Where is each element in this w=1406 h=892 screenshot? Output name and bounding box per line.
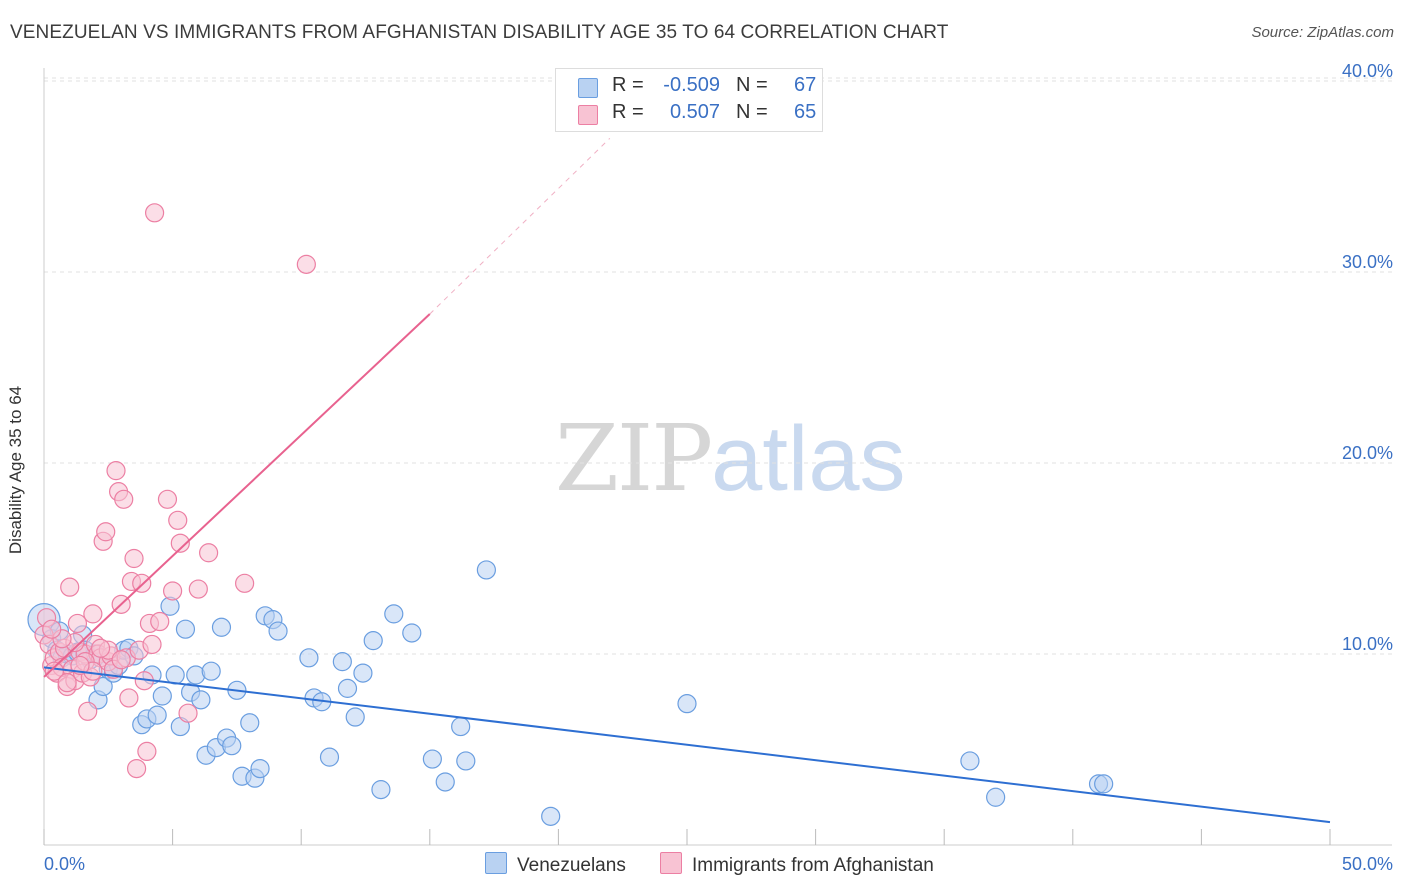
afghanistan-point [96, 522, 116, 542]
venezuelan-point [201, 661, 221, 681]
afghanistan-point [188, 579, 208, 599]
afghanistan-point [163, 581, 183, 601]
afghanistan-point [199, 543, 219, 563]
venezuelan-point [1094, 774, 1114, 794]
venezuelan-point [222, 736, 242, 756]
afghanistan-point [119, 688, 139, 708]
series-legend-venezuelans: Venezuelans [485, 852, 626, 877]
venezuelan-point [476, 560, 496, 580]
venezuelan-point [456, 751, 476, 771]
venezuelan-point [165, 665, 185, 685]
venezuelan-point [240, 713, 260, 733]
afghanistan-point [114, 489, 134, 509]
venezuelan-point [402, 623, 422, 643]
afghanistan-point [78, 701, 98, 721]
correlation-legend: R = -0.509 N = 67 R = 0.507 N = 65 [555, 68, 823, 132]
series-legend-afghanistan: Immigrants from Afghanistan [660, 852, 934, 877]
legend-swatch-pink [578, 105, 598, 125]
n-label: N = [736, 101, 768, 123]
venezuelan-point [363, 631, 383, 651]
r-value: 0.507 [669, 101, 720, 123]
y-tick-label: 40.0% [1342, 61, 1393, 81]
afghanistan-point [83, 604, 103, 624]
chart-title: VENEZUELAN VS IMMIGRANTS FROM AFGHANISTA… [10, 22, 949, 43]
afghanistan-point [178, 703, 198, 723]
venezuelan-point [268, 621, 288, 641]
venezuelan-point [960, 751, 980, 771]
venezuelan-point [371, 780, 391, 800]
n-label: N = [736, 74, 768, 96]
afghanistan-point [150, 611, 170, 632]
afghanistan-trend-extension [429, 137, 611, 315]
venezuelan-point [435, 772, 455, 792]
y-tick-label: 30.0% [1342, 252, 1393, 272]
venezuelan-trend-line [43, 666, 1331, 824]
afghanistan-point [142, 634, 162, 655]
y-axis-label: Disability Age 35 to 64 [6, 385, 25, 555]
r-label: R = [612, 74, 644, 96]
afghanistan-point [157, 489, 178, 509]
afghanistan-point [70, 655, 90, 676]
venezuelan-point [319, 747, 340, 767]
venezuelan-point [541, 806, 561, 826]
afghanistan-point [67, 613, 88, 634]
series-swatch-pink [660, 852, 682, 874]
afghanistan-point [111, 650, 131, 670]
afghanistan-point [106, 461, 126, 481]
afghanistan-point [132, 573, 152, 593]
x-tick-label: 0.0% [44, 854, 85, 874]
n-value: 67 [794, 74, 817, 96]
afghanistan-point [44, 661, 64, 681]
afghanistan-point [124, 548, 144, 569]
x-tick-label: 50.0% [1342, 854, 1393, 874]
venezuelan-point [299, 648, 319, 668]
venezuelan-point [345, 707, 365, 727]
n-value: 65 [794, 101, 817, 123]
afghanistan-point [60, 577, 80, 597]
afghanistan-point [42, 619, 62, 639]
afghanistan-point [137, 741, 157, 762]
afghanistan-point [126, 758, 147, 779]
afghanistan-point [235, 573, 255, 593]
r-label: R = [612, 101, 644, 123]
afghanistan-point [144, 203, 165, 223]
venezuelan-point [93, 676, 113, 697]
venezuelan-point [422, 749, 442, 769]
venezuelan-point [337, 678, 358, 698]
series-name: Venezuelans [517, 855, 626, 876]
legend-swatch-blue [578, 78, 598, 98]
afghanistan-point [90, 638, 111, 658]
series-name: Immigrants from Afghanistan [692, 855, 934, 876]
afghanistan-point [57, 673, 77, 693]
venezuelan-point [384, 604, 404, 624]
venezuelan-point [175, 619, 196, 639]
venezuelan-point [211, 617, 232, 637]
r-value: -0.509 [663, 74, 720, 96]
venezuelan-point [152, 686, 172, 706]
venezuelan-point [147, 705, 167, 725]
afghanistan-trend-line [43, 313, 431, 678]
afghanistan-point [296, 254, 316, 274]
venezuelan-point [677, 694, 697, 714]
venezuelan-point [191, 690, 211, 710]
afghanistan-point [168, 510, 188, 530]
afghanistan-point [170, 533, 190, 553]
venezuelan-point [353, 663, 373, 683]
venezuelan-point [986, 787, 1006, 807]
y-tick-label: 20.0% [1342, 443, 1393, 463]
venezuelan-point [250, 758, 270, 779]
y-tick-label: 10.0% [1342, 634, 1393, 654]
source-label: Source: ZipAtlas.com [1251, 24, 1394, 41]
venezuelan-point [332, 652, 352, 672]
series-swatch-blue [485, 852, 507, 874]
venezuelan-point [451, 716, 471, 737]
